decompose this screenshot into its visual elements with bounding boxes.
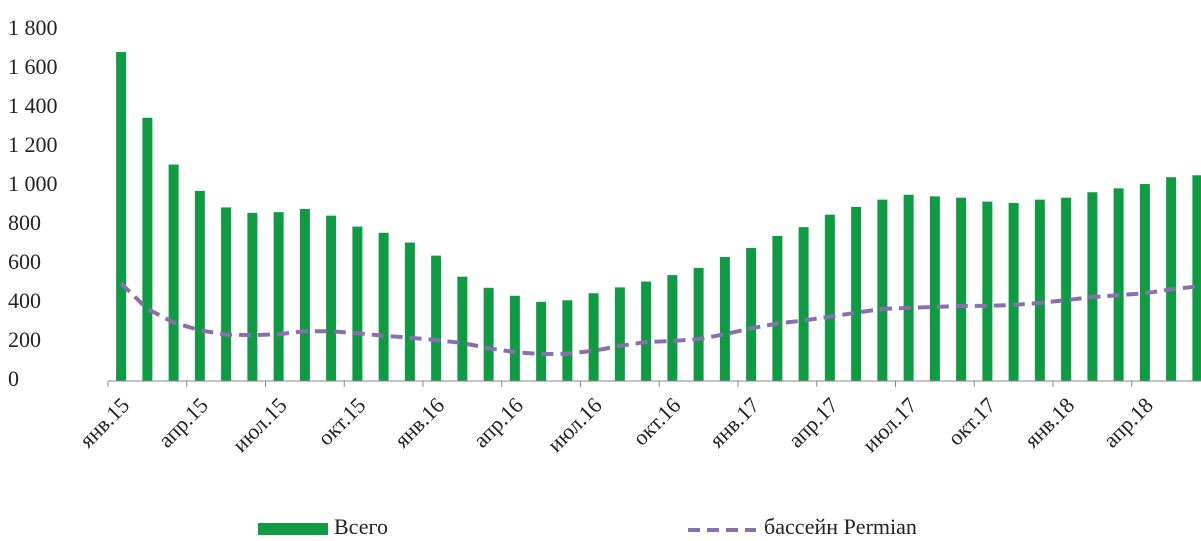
y-tick-label: 600 — [8, 249, 41, 274]
bar — [221, 207, 232, 381]
x-tick-label: апр.18 — [1098, 392, 1158, 452]
legend-label: Всего — [334, 514, 388, 539]
bar — [719, 256, 730, 381]
legend-label: бассейн Permian — [764, 514, 917, 539]
bar — [168, 164, 179, 381]
y-tick-label: 400 — [8, 288, 41, 313]
bar — [536, 301, 547, 381]
bar — [772, 235, 783, 381]
x-tick-label: июл.15 — [227, 392, 291, 456]
bar — [693, 267, 704, 381]
bar — [273, 212, 284, 381]
bar — [588, 293, 599, 381]
bar — [746, 248, 757, 381]
x-tick-label: янв.15 — [74, 392, 134, 452]
bar — [982, 201, 993, 381]
y-tick-label: 1 600 — [8, 54, 58, 79]
bar — [1166, 177, 1177, 381]
bar — [614, 287, 625, 381]
bar — [247, 212, 258, 381]
bar — [483, 287, 494, 381]
bar — [877, 199, 888, 381]
x-tick-label: янв.17 — [704, 392, 764, 452]
bar — [1113, 188, 1124, 381]
legend-swatch — [258, 523, 328, 535]
bar — [667, 275, 678, 381]
y-tick-label: 200 — [8, 327, 41, 352]
bar — [1087, 192, 1098, 381]
bar — [903, 194, 914, 381]
bar — [509, 295, 520, 381]
x-tick-label: янв.16 — [389, 392, 449, 452]
bar — [431, 255, 442, 381]
x-tick-label: апр.16 — [468, 392, 528, 452]
bar — [299, 209, 310, 381]
x-tick-label: янв.18 — [1019, 392, 1079, 452]
x-tick-label: апр.15 — [153, 392, 213, 452]
bar — [378, 232, 389, 381]
y-tick-label: 800 — [8, 210, 41, 235]
y-tick-label: 1 400 — [8, 93, 58, 118]
y-tick-label: 1 000 — [8, 171, 58, 196]
line-series — [119, 282, 1198, 357]
bar — [641, 281, 652, 381]
x-tick-label: июл.17 — [857, 392, 921, 456]
bar — [1034, 199, 1045, 381]
bar — [851, 206, 862, 381]
x-tick-label: июл.16 — [542, 392, 606, 456]
bar — [1192, 175, 1201, 381]
x-tick-label: апр.17 — [783, 392, 843, 452]
bar — [824, 214, 835, 381]
bar — [798, 227, 809, 381]
bar — [352, 226, 363, 381]
bar — [562, 300, 573, 381]
bar — [1061, 197, 1072, 381]
bar — [956, 197, 967, 381]
x-tick-label: окт.15 — [313, 392, 371, 450]
x-tick-label: окт.16 — [628, 392, 686, 450]
bar — [142, 117, 153, 381]
bar — [116, 52, 127, 381]
y-tick-label: 0 — [8, 366, 19, 391]
bar — [326, 215, 337, 381]
bar — [1008, 202, 1019, 381]
bar — [929, 196, 940, 381]
x-tick-label: окт.17 — [943, 392, 1001, 450]
y-tick-label: 1 800 — [8, 15, 58, 40]
y-tick-label: 1 200 — [8, 132, 58, 157]
bar — [1139, 184, 1150, 381]
bar — [457, 276, 468, 381]
bar — [194, 190, 205, 381]
bar — [404, 242, 415, 381]
